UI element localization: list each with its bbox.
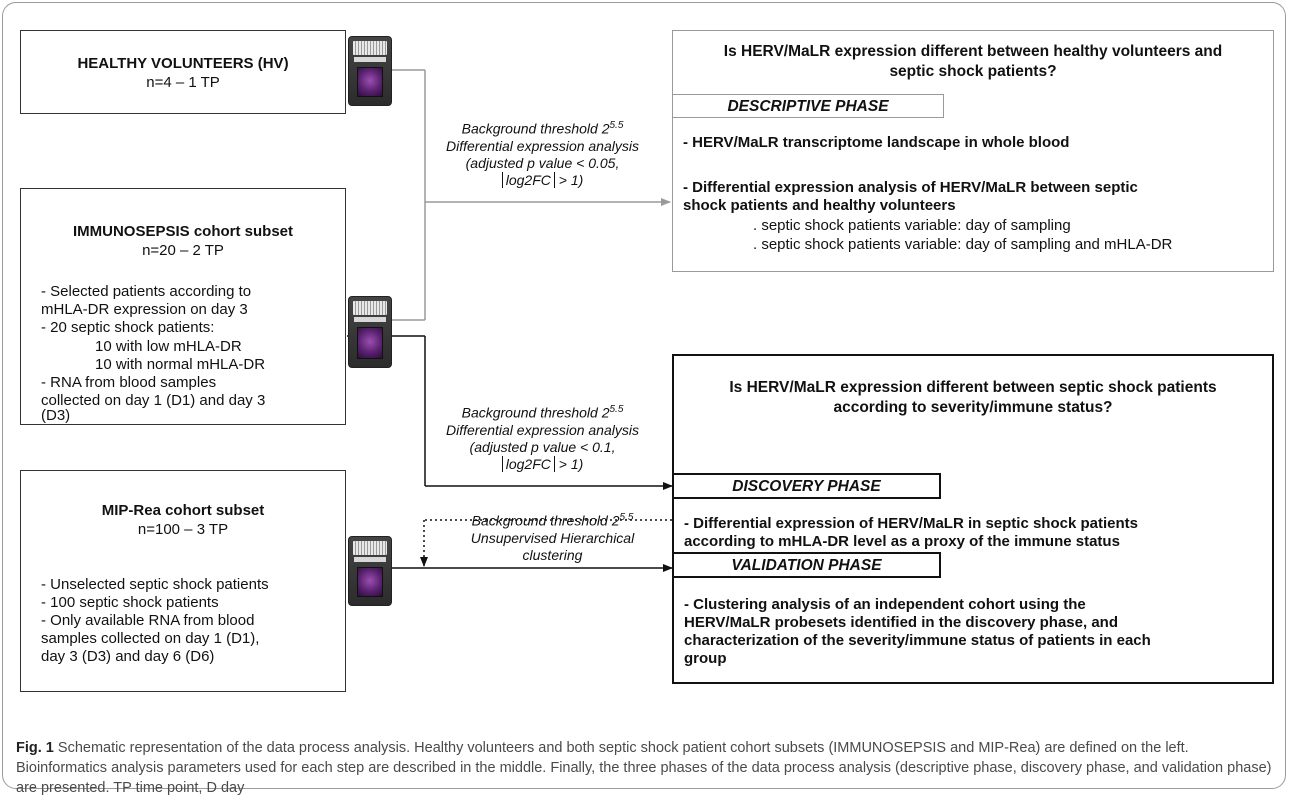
descriptive-bullet: - Differential expression analysis of HE… (683, 179, 1138, 196)
params-fc: log2FC (505, 455, 551, 472)
validation-bullet-cont: group (684, 650, 727, 667)
immuno-line: - Selected patients according to (41, 283, 252, 300)
params-discovery: Background threshold 25.5 Differential e… (420, 401, 665, 473)
question-1-line: Is HERV/MaLR expression different betwee… (723, 43, 1223, 60)
descriptive-sub-item: . septic shock patients variable: day of… (753, 236, 1173, 253)
immuno-n: n=20 – 2 TP (142, 242, 224, 259)
question-2-line: Is HERV/MaLR expression different betwee… (729, 379, 1217, 396)
question-1-line: septic shock patients? (889, 63, 1057, 80)
params-bg: Background threshold 2 (461, 404, 610, 421)
mip-line: - 100 septic shock patients (41, 594, 219, 611)
discovery-validation-panel: Is HERV/MaLR expression different betwee… (672, 354, 1274, 684)
descriptive-phase-panel: Is HERV/MaLR expression different betwee… (672, 30, 1274, 272)
discovery-bullet-cont: according to mHLA-DR level as a proxy of… (684, 533, 1120, 550)
params-bg-exponent: 5.5 (619, 512, 634, 523)
immuno-line: mHLA-DR expression on day 3 (41, 301, 248, 318)
dotted-connector (420, 519, 672, 567)
hv-title: HEALTHY VOLUNTEERS (HV) (77, 55, 289, 72)
params-pvalue: (adjusted p value < 0.05, (465, 154, 620, 171)
discovery-bullet: - Differential expression of HERV/MaLR i… (684, 515, 1138, 532)
params-method: Unsupervised Hierarchical (470, 529, 635, 546)
immuno-line: - RNA from blood samples (41, 374, 217, 391)
hv-n: n=4 – 1 TP (146, 74, 220, 91)
params-method-cont: clustering (522, 546, 583, 563)
validation-phase-label-box: VALIDATION PHASE (672, 552, 941, 578)
descriptive-bullet: - HERV/MaLR transcriptome landscape in w… (683, 134, 1070, 151)
gray-connector (392, 69, 671, 321)
immuno-line: 10 with low mHLA-DR (95, 338, 242, 355)
params-bg: Background threshold 2 (471, 512, 620, 529)
params-method: Differential expression analysis (446, 421, 639, 438)
question-2-line: according to severity/immune status? (833, 399, 1113, 416)
immuno-line: collected on day 1 (D1) and day 3 (41, 392, 266, 409)
params-method: Differential expression analysis (446, 137, 639, 154)
validation-bullet-cont: characterization of the severity/immune … (684, 632, 1151, 649)
healthy-volunteers-box: HEALTHY VOLUNTEERS (HV) n=4 – 1 TP (20, 30, 346, 114)
immuno-line: - 20 septic shock patients: (41, 319, 215, 336)
microarray-chip-icon (348, 36, 392, 106)
caption-text: Schematic representation of the data pro… (16, 740, 1272, 796)
immuno-title: IMMUNOSEPSIS cohort subset (72, 223, 294, 240)
mip-line: - Unselected septic shock patients (41, 576, 269, 593)
params-bg-exponent: 5.5 (609, 404, 624, 415)
params-fc-threshold: > 1) (554, 455, 584, 472)
params-bg: Background threshold 2 (461, 120, 610, 137)
mip-line: samples collected on day 1 (D1), (41, 630, 260, 647)
descriptive-phase-label-box: DESCRIPTIVE PHASE (672, 94, 944, 118)
params-fc-threshold: > 1) (554, 171, 584, 188)
params-fc: log2FC (505, 171, 551, 188)
validation-bullet-cont: HERV/MaLR probesets identified in the di… (684, 614, 1118, 631)
params-bg-exponent: 5.5 (609, 120, 624, 131)
figure-caption: Fig. 1 Schematic representation of the d… (16, 738, 1272, 798)
descriptive-phase-label: DESCRIPTIVE PHASE (727, 98, 889, 115)
mip-title: MIP-Rea cohort subset (101, 502, 265, 519)
mip-n: n=100 – 3 TP (137, 521, 229, 538)
mip-line: - Only available RNA from blood (41, 612, 255, 629)
microarray-chip-icon (348, 296, 392, 368)
params-validation: Background threshold 25.5 Unsupervised H… (430, 509, 675, 564)
descriptive-sub-item: . septic shock patients variable: day of… (753, 217, 1071, 234)
mip-rea-box: MIP-Rea cohort subset n=100 – 3 TP - Uns… (20, 470, 346, 692)
descriptive-bullet-cont: shock patients and healthy volunteers (683, 197, 956, 214)
figure-number: Fig. 1 (16, 740, 54, 756)
immuno-line: (D3) (41, 407, 71, 424)
immunosepsis-box: IMMUNOSEPSIS cohort subset n=20 – 2 TP -… (20, 188, 346, 425)
params-descriptive: Background threshold 25.5 Differential e… (420, 117, 665, 189)
microarray-chip-icon (348, 536, 392, 606)
params-pvalue: (adjusted p value < 0.1, (469, 438, 616, 455)
validation-bullet: - Clustering analysis of an independent … (684, 596, 1086, 613)
discovery-phase-label: DISCOVERY PHASE (732, 478, 881, 495)
discovery-phase-label-box: DISCOVERY PHASE (672, 473, 941, 499)
validation-phase-label: VALIDATION PHASE (731, 557, 882, 574)
immuno-line: 10 with normal mHLA-DR (95, 356, 266, 373)
mip-line: day 3 (D3) and day 6 (D6) (41, 648, 215, 665)
